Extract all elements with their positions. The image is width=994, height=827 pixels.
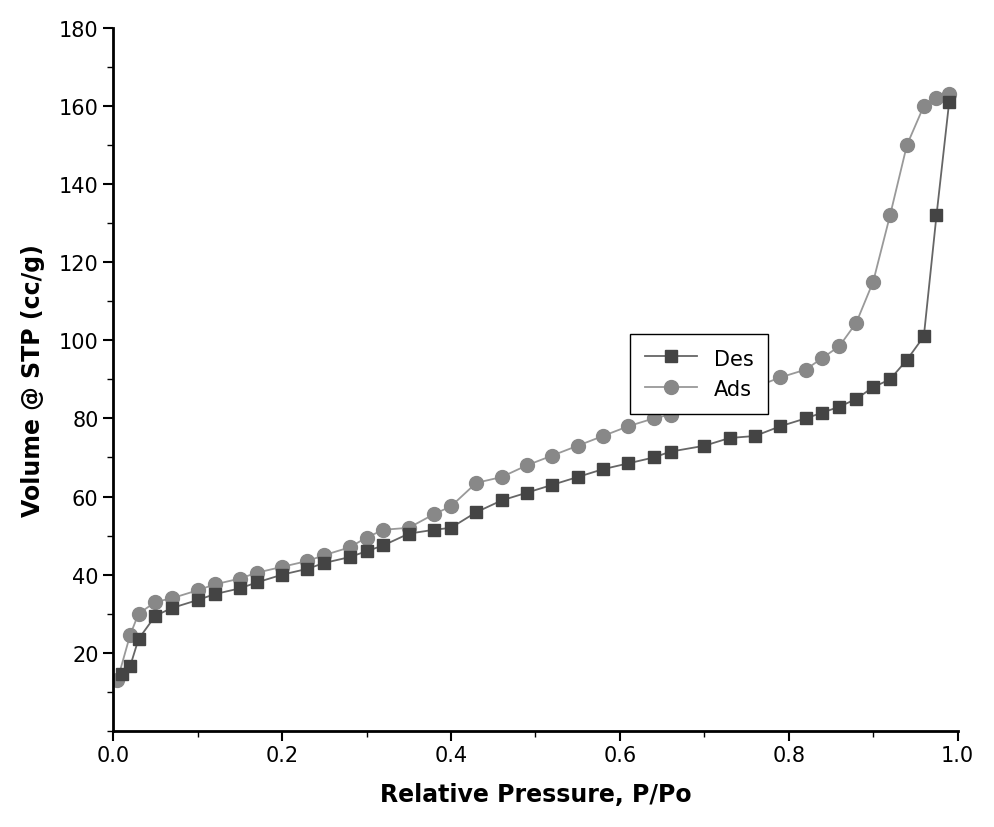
- Des: [773, 422, 785, 432]
- Des: [900, 356, 911, 366]
- Ads: [942, 90, 954, 100]
- Des: [124, 662, 136, 672]
- Des: [444, 523, 456, 533]
- Ads: [111, 676, 123, 686]
- Ads: [773, 373, 785, 383]
- Ads: [149, 597, 161, 607]
- Des: [942, 98, 954, 108]
- Des: [816, 408, 828, 418]
- Ads: [546, 451, 558, 461]
- Des: [647, 453, 659, 463]
- Des: [546, 480, 558, 490]
- Des: [621, 459, 633, 469]
- Des: [209, 590, 221, 600]
- Des: [166, 603, 178, 613]
- Ads: [900, 141, 911, 151]
- Des: [192, 595, 204, 605]
- Ads: [166, 594, 178, 604]
- Des: [360, 547, 372, 557]
- Des: [115, 670, 127, 680]
- Ads: [377, 525, 389, 535]
- Des: [132, 634, 144, 644]
- Des: [916, 332, 928, 342]
- Line: Ads: Ads: [110, 88, 955, 687]
- Ads: [234, 574, 246, 584]
- Des: [799, 414, 811, 424]
- Ads: [867, 277, 879, 287]
- Ads: [318, 551, 330, 561]
- Ads: [470, 478, 482, 488]
- Ads: [250, 568, 262, 578]
- Ads: [647, 414, 659, 424]
- Des: [234, 584, 246, 594]
- Y-axis label: Volume @ STP (cc/g): Volume @ STP (cc/g): [21, 244, 45, 516]
- Des: [664, 447, 676, 457]
- Line: Des: Des: [115, 97, 954, 681]
- Des: [301, 564, 313, 574]
- Des: [833, 402, 845, 412]
- Des: [850, 394, 862, 404]
- Ads: [301, 557, 313, 566]
- Des: [521, 488, 533, 498]
- Des: [250, 578, 262, 588]
- Des: [698, 442, 710, 452]
- X-axis label: Relative Pressure, P/Po: Relative Pressure, P/Po: [379, 782, 691, 806]
- Des: [867, 383, 879, 393]
- Des: [343, 552, 355, 562]
- Ads: [664, 410, 676, 420]
- Ads: [495, 472, 507, 482]
- Ads: [572, 442, 583, 452]
- Des: [495, 496, 507, 506]
- Des: [929, 211, 941, 221]
- Des: [275, 570, 287, 580]
- Ads: [698, 396, 710, 406]
- Des: [318, 558, 330, 568]
- Des: [572, 472, 583, 482]
- Ads: [521, 461, 533, 471]
- Ads: [596, 432, 608, 442]
- Ads: [916, 102, 928, 112]
- Ads: [427, 509, 439, 519]
- Ads: [343, 543, 355, 552]
- Ads: [621, 422, 633, 432]
- Ads: [403, 523, 414, 533]
- Ads: [748, 383, 760, 393]
- Des: [377, 541, 389, 551]
- Ads: [799, 366, 811, 375]
- Des: [884, 375, 896, 385]
- Legend: Des, Ads: Des, Ads: [629, 334, 767, 414]
- Ads: [360, 533, 372, 543]
- Ads: [884, 211, 896, 221]
- Des: [748, 432, 760, 442]
- Des: [596, 465, 608, 475]
- Ads: [850, 318, 862, 328]
- Ads: [209, 580, 221, 590]
- Ads: [723, 389, 735, 399]
- Ads: [275, 562, 287, 572]
- Des: [723, 433, 735, 443]
- Ads: [124, 630, 136, 640]
- Ads: [444, 502, 456, 512]
- Des: [427, 525, 439, 535]
- Ads: [833, 342, 845, 351]
- Des: [403, 529, 414, 539]
- Ads: [132, 609, 144, 619]
- Ads: [929, 94, 941, 104]
- Ads: [192, 586, 204, 595]
- Des: [149, 611, 161, 621]
- Ads: [816, 353, 828, 363]
- Des: [470, 508, 482, 518]
